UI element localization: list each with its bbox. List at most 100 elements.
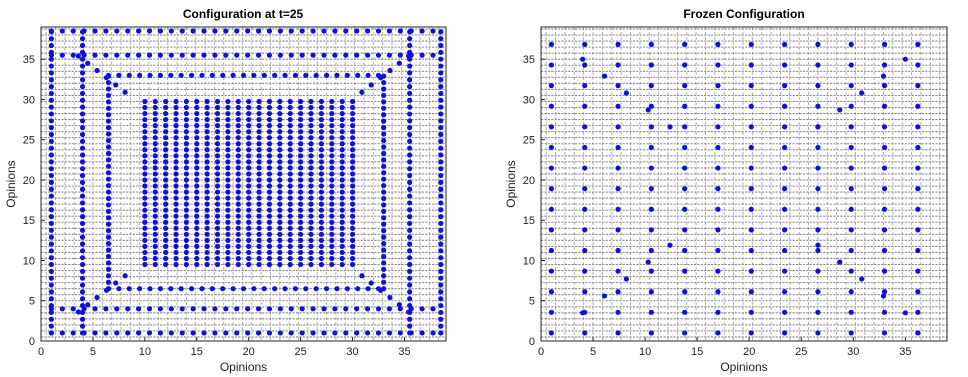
data-point (748, 41, 754, 47)
data-point (349, 110, 356, 117)
chart-panel-frozen-configuration: 0 5 10 15 20 25 30 35 0 5 10 15 20 25 30 35 Frozen Confi… (504, 7, 948, 374)
data-point (163, 231, 169, 237)
data-point (277, 135, 283, 141)
data-point (715, 124, 721, 130)
data-point (365, 286, 371, 292)
data-point (782, 103, 788, 109)
data-point (648, 165, 654, 171)
data-point (343, 28, 349, 34)
data-point (329, 237, 335, 243)
data-point (277, 104, 283, 111)
data-point (234, 28, 240, 34)
data-point (152, 110, 158, 117)
data-point (92, 28, 98, 34)
data-point (246, 207, 252, 213)
data-point (782, 124, 788, 130)
data-point (179, 52, 185, 58)
data-point (225, 231, 231, 237)
data-point (287, 189, 293, 195)
data-point (225, 129, 231, 135)
data-point (292, 72, 299, 78)
data-point (329, 213, 335, 219)
data-point (48, 234, 54, 240)
data-point (438, 90, 444, 97)
data-point (173, 141, 179, 147)
data-point (225, 189, 231, 195)
data-point (79, 172, 86, 179)
data-point (715, 41, 721, 47)
data-point (220, 72, 226, 78)
data-point (277, 171, 283, 177)
data-point (48, 179, 54, 185)
data-point (915, 268, 921, 274)
data-point (318, 123, 324, 129)
data-point (339, 116, 345, 123)
data-point (199, 286, 205, 292)
data-point (48, 296, 54, 302)
data-point (79, 29, 86, 35)
data-point (308, 231, 314, 237)
data-point (142, 141, 148, 147)
data-point (381, 234, 387, 240)
data-point (438, 214, 444, 220)
data-point (407, 131, 413, 138)
data-point (246, 159, 252, 165)
y-tick-label: 0 (529, 336, 535, 348)
data-point (179, 306, 185, 312)
data-point (318, 135, 324, 141)
data-point (277, 98, 283, 105)
data-point (298, 213, 304, 219)
data-point (815, 144, 821, 151)
data-point (548, 247, 555, 254)
data-point (277, 123, 283, 129)
data-point (157, 52, 164, 58)
data-point (179, 330, 185, 336)
data-point (163, 189, 169, 195)
data-point (277, 231, 283, 237)
data-point (48, 145, 54, 151)
data-point (142, 255, 148, 262)
data-point (173, 147, 179, 153)
data-point (318, 201, 324, 207)
data-point (915, 124, 921, 130)
data-point (318, 243, 324, 249)
data-point (419, 52, 425, 58)
data-point (48, 261, 54, 268)
data-point (430, 330, 436, 336)
data-point (223, 28, 229, 34)
data-point (223, 52, 229, 58)
data-point (48, 111, 54, 117)
data-point (152, 153, 158, 159)
data-point (288, 28, 294, 34)
data-point (183, 219, 189, 225)
y-tick-label: 15 (523, 215, 535, 227)
data-point (381, 157, 387, 163)
data-point (848, 165, 854, 171)
data-point (48, 138, 54, 144)
data-point (168, 28, 174, 34)
data-point (214, 165, 221, 171)
data-point (308, 219, 314, 225)
data-point (582, 227, 588, 233)
data-point (79, 207, 86, 213)
data-point (173, 116, 179, 123)
data-point (349, 195, 356, 201)
data-point (349, 231, 356, 237)
data-point (339, 98, 345, 105)
data-point (308, 110, 314, 117)
data-point (715, 83, 721, 89)
data-point (163, 237, 169, 243)
data-point (381, 253, 387, 260)
data-point (188, 286, 195, 292)
data-point (438, 63, 444, 69)
data-point (136, 306, 142, 312)
data-point (329, 261, 335, 268)
data-point (225, 183, 231, 189)
data-point (339, 141, 345, 147)
data-point (163, 225, 169, 231)
data-point (79, 138, 86, 144)
data-point (648, 124, 654, 130)
data-point (266, 165, 273, 171)
data-point (303, 72, 309, 78)
data-point (318, 183, 324, 189)
